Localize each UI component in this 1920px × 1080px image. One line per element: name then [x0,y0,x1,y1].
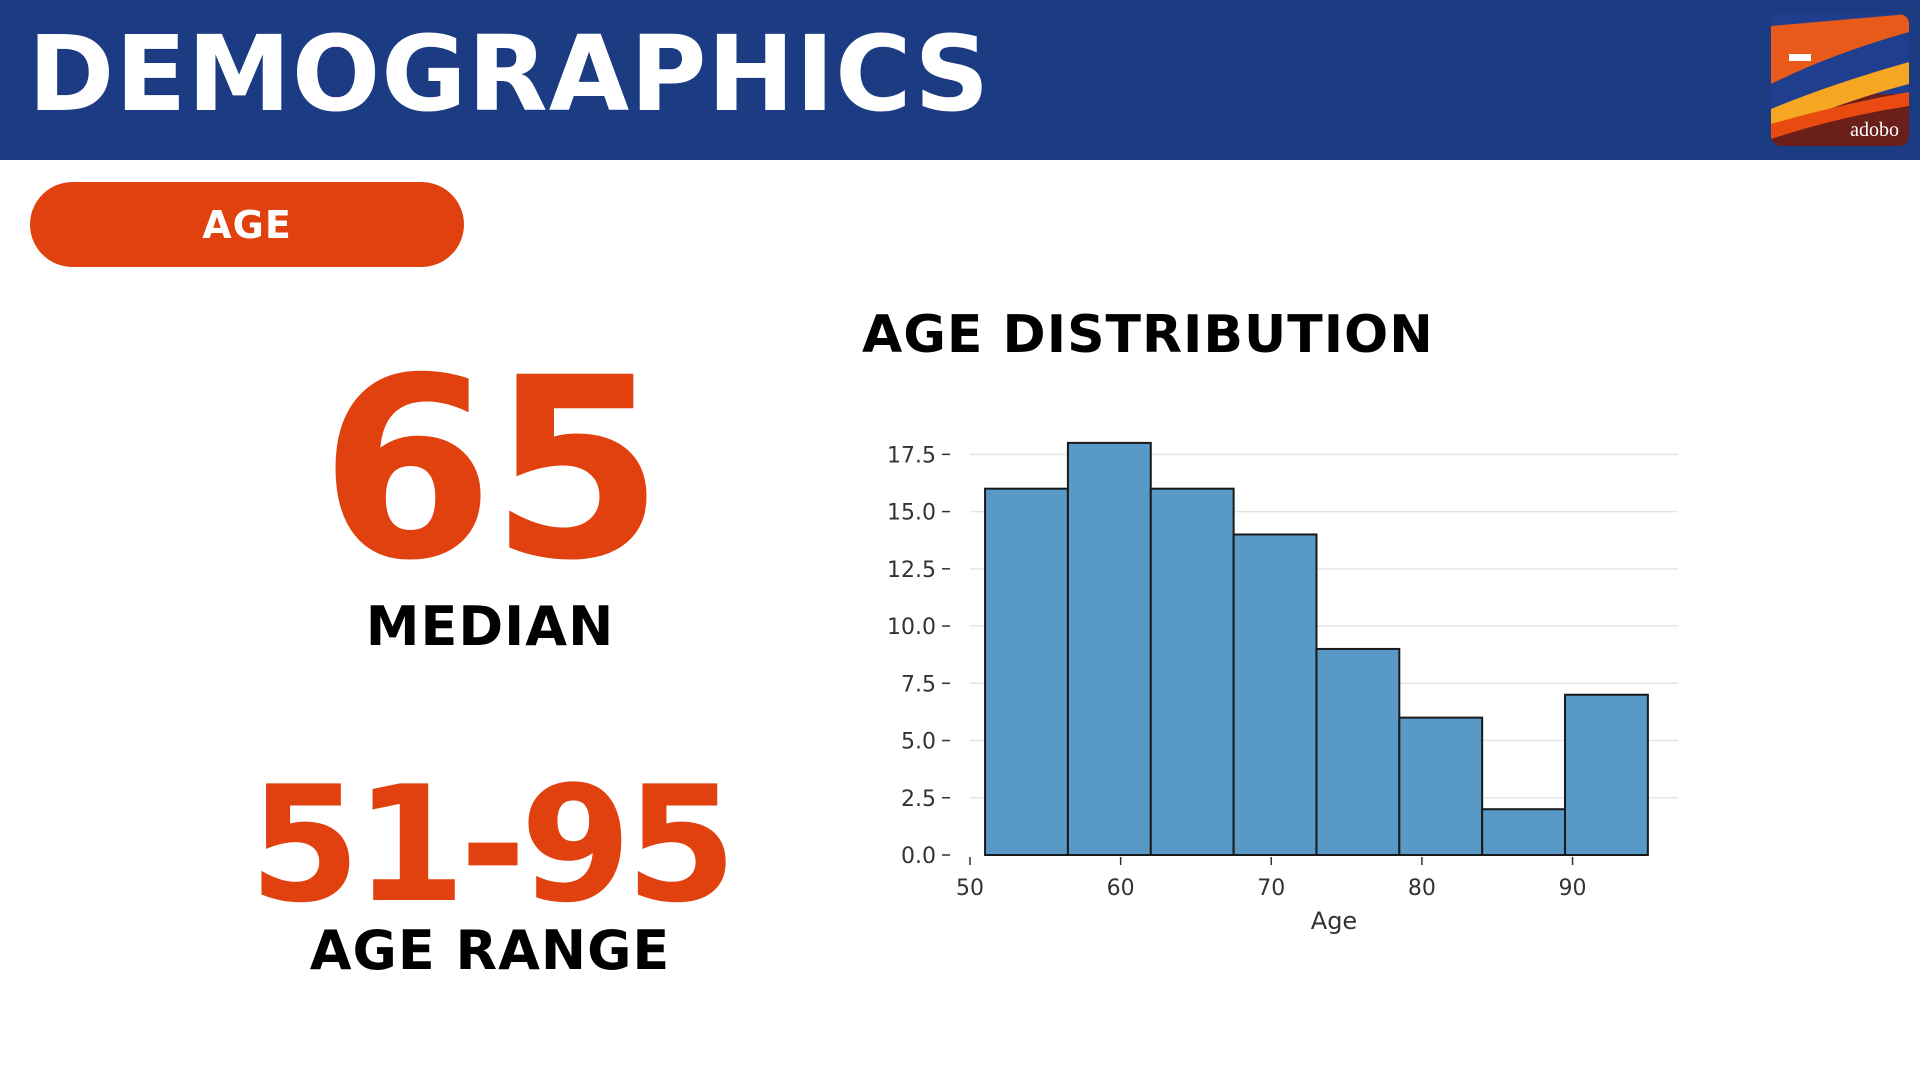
y-tick-label: 2.5 [901,787,936,812]
y-tick-label: 7.5 [901,672,936,697]
median-label: MEDIAN [365,595,615,658]
histogram-bar [1232,533,1318,856]
x-tick-label: 90 [1559,876,1587,901]
histogram-bar [1149,487,1235,856]
age-range-value: 51-95 [249,751,737,938]
y-tick-label: 15.0 [887,501,936,526]
histogram-bar [1398,716,1484,857]
y-tick-label: 5.0 [901,730,936,755]
median-value: 65 [320,324,664,615]
header-bar: DEMOGRAPHICS adobo [0,0,1920,160]
x-tick-label: 50 [956,876,984,901]
chart-title: AGE DISTRIBUTION [862,305,1434,365]
x-tick-label: 70 [1257,876,1285,901]
age-range-label: AGE RANGE [309,919,671,982]
page-title: DEMOGRAPHICS [28,13,991,135]
histogram-bar [1315,647,1401,857]
x-tick-label: 60 [1107,876,1135,901]
x-tick-label: 80 [1408,876,1436,901]
histogram-bar [1066,441,1152,856]
histogram-bar [1564,693,1649,856]
y-tick-label: 10.0 [887,615,936,640]
histogram-bar [1481,808,1567,856]
y-tick-label: 0.0 [901,844,936,869]
brand-logo-icon: adobo [1771,14,1909,146]
logo-wordmark: adobo [1850,119,1899,141]
histogram-bar [984,487,1069,856]
section-pill-age: AGE [30,182,464,267]
x-axis-label: Age [1311,907,1357,935]
section-pill-label: AGE [202,202,292,247]
y-tick-label: 17.5 [887,443,936,468]
y-tick-label: 12.5 [887,558,936,583]
